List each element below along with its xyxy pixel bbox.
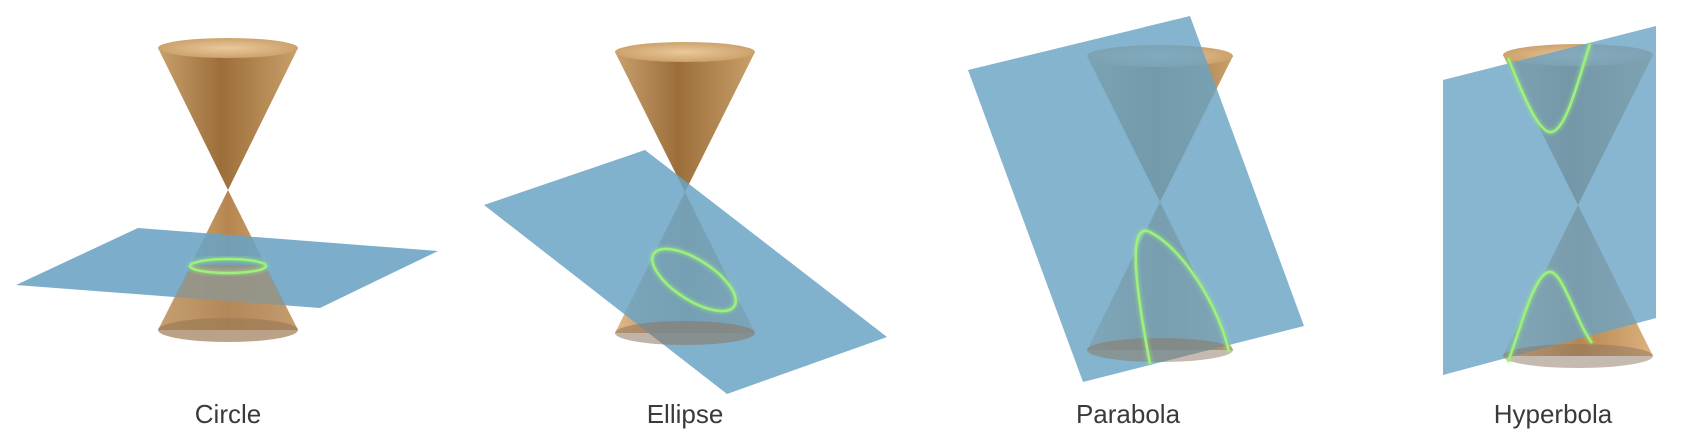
circle-curve	[188, 257, 268, 275]
caption-parabola: Parabola	[1075, 399, 1181, 429]
caption-hyperbola: Hyperbola	[1493, 399, 1613, 429]
cutting-plane	[484, 150, 887, 394]
hyperbola-upper-branch	[1506, 43, 1592, 134]
cutting-plane	[968, 16, 1304, 382]
hyperbola-lower-branch	[1506, 270, 1594, 363]
ellipse-curve	[651, 247, 737, 313]
cone-lower-part-below-plane	[158, 265, 298, 330]
caption-circle: Circle	[194, 399, 262, 429]
cutting-plane	[1443, 26, 1656, 375]
circle-panel	[16, 38, 438, 342]
parabola-curve	[1134, 229, 1231, 365]
parabola-panel	[968, 16, 1304, 382]
caption-ellipse: Ellipse	[646, 399, 724, 429]
ellipse-panel	[484, 42, 887, 394]
hyperbola-panel	[1443, 26, 1656, 375]
